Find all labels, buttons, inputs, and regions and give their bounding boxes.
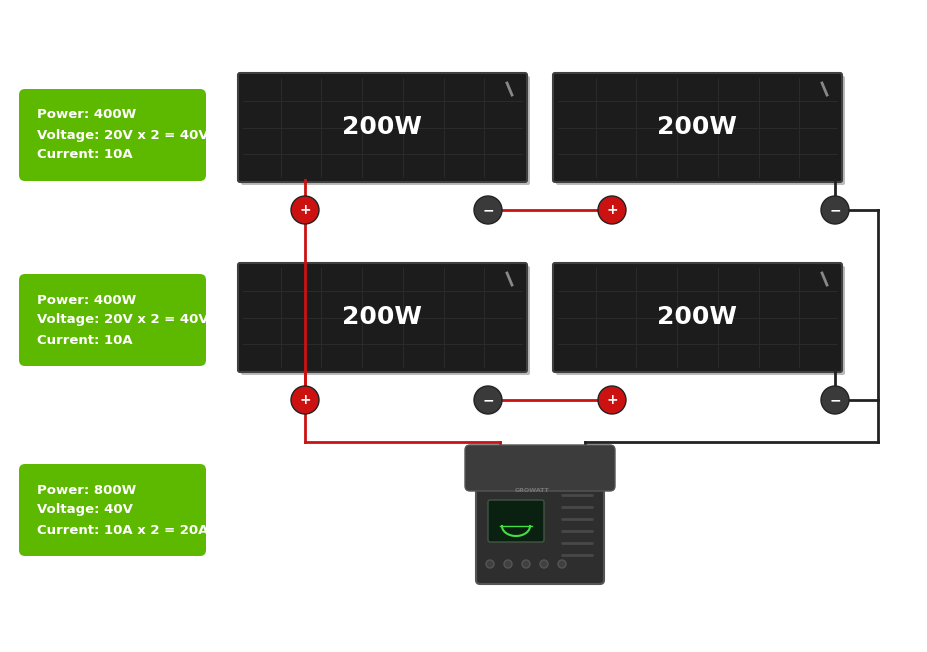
FancyBboxPatch shape [465,445,615,491]
Circle shape [598,196,626,224]
Circle shape [291,196,319,224]
Text: Power: 400W: Power: 400W [37,108,136,121]
Text: 200W: 200W [342,115,423,140]
FancyBboxPatch shape [556,266,845,375]
Text: +: + [606,203,617,217]
Circle shape [522,560,530,568]
Text: +: + [299,203,311,217]
FancyBboxPatch shape [556,76,845,185]
Circle shape [821,196,849,224]
Text: Voltage: 20V x 2 = 40V: Voltage: 20V x 2 = 40V [37,314,209,327]
Text: 200W: 200W [657,306,738,329]
Circle shape [558,560,566,568]
Text: +: + [606,393,617,407]
Circle shape [540,560,548,568]
FancyBboxPatch shape [553,263,842,372]
FancyBboxPatch shape [19,274,206,366]
Text: 200W: 200W [342,306,423,329]
Text: Current: 10A x 2 = 20A: Current: 10A x 2 = 20A [37,524,209,537]
Circle shape [474,386,502,414]
Text: Power: 800W: Power: 800W [37,484,136,497]
Text: −: − [829,393,841,407]
FancyBboxPatch shape [241,266,530,375]
Circle shape [598,386,626,414]
Circle shape [291,386,319,414]
FancyBboxPatch shape [241,76,530,185]
FancyBboxPatch shape [19,89,206,181]
Text: GROWATT: GROWATT [514,488,550,493]
Text: −: − [482,203,494,217]
FancyBboxPatch shape [488,500,544,542]
Circle shape [474,196,502,224]
Text: Voltage: 40V: Voltage: 40V [37,503,133,516]
FancyBboxPatch shape [553,73,842,182]
Circle shape [486,560,494,568]
FancyBboxPatch shape [19,464,206,556]
Text: Current: 10A: Current: 10A [37,149,133,162]
Text: Power: 400W: Power: 400W [37,293,136,306]
Text: −: − [482,393,494,407]
FancyBboxPatch shape [238,263,527,372]
Circle shape [504,560,512,568]
FancyBboxPatch shape [238,73,527,182]
FancyBboxPatch shape [476,476,604,584]
Text: Current: 10A: Current: 10A [37,334,133,346]
Text: 200W: 200W [657,115,738,140]
Circle shape [821,386,849,414]
Text: Voltage: 20V x 2 = 40V: Voltage: 20V x 2 = 40V [37,128,209,141]
Text: +: + [299,393,311,407]
Text: −: − [829,203,841,217]
